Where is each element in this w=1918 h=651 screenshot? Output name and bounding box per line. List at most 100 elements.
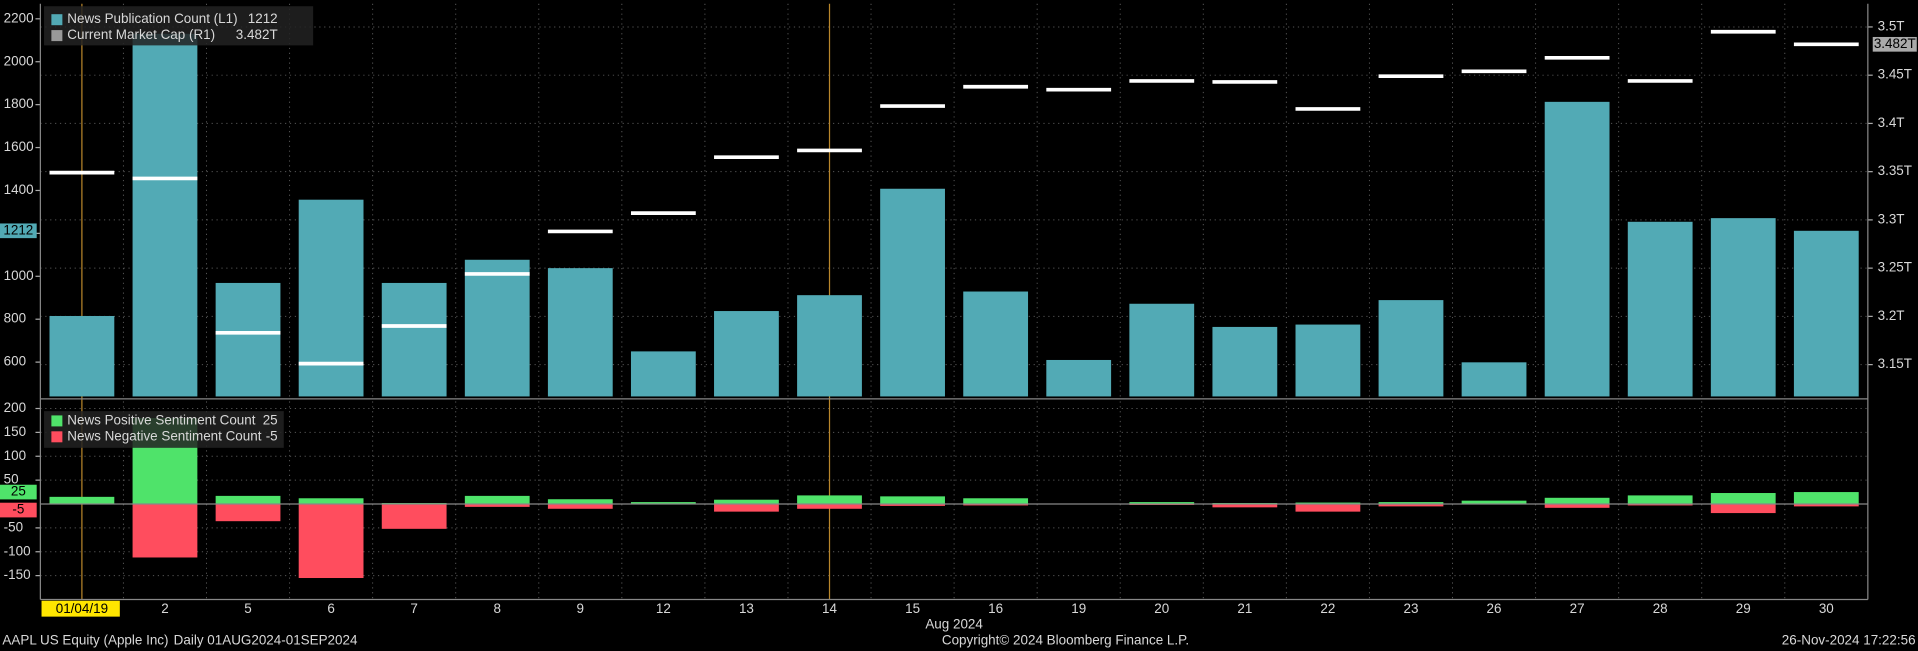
bar <box>797 295 862 397</box>
bar <box>215 282 281 397</box>
bar <box>1627 504 1693 506</box>
x-tick-label: 8 <box>493 601 500 616</box>
y-tick-label: -50 <box>4 519 23 534</box>
last-value-tag: -5 <box>12 502 24 517</box>
bar <box>963 498 1029 505</box>
bar <box>714 499 779 505</box>
y2-tick-label: 3.15T <box>1878 356 1912 371</box>
footer-range: Daily 01AUG2024-01SEP2024 <box>174 633 358 648</box>
bar <box>215 495 281 505</box>
bar <box>1710 218 1776 397</box>
legend-swatch <box>51 415 63 427</box>
y-tick-label: 1600 <box>4 139 34 154</box>
bar <box>381 504 447 529</box>
legend-value: -5 <box>266 428 278 443</box>
bar <box>1212 326 1278 397</box>
x-tick-label: 30 <box>1819 601 1834 616</box>
x-tick-label: 19 <box>1071 601 1086 616</box>
y-tick-label: 50 <box>4 472 19 487</box>
y2-tick-label: 3.3T <box>1878 211 1905 226</box>
y2-tick-label: 3.2T <box>1878 308 1905 323</box>
bar <box>381 282 447 397</box>
x-tick-label: 15 <box>905 601 920 616</box>
x-tick-label: 5 <box>244 601 251 616</box>
y-tick-label: 200 <box>4 400 26 415</box>
last-value-tag-box <box>0 223 37 239</box>
bar <box>464 495 530 505</box>
bar <box>1461 362 1527 397</box>
bar <box>714 504 779 512</box>
x-tick-label: 13 <box>739 601 754 616</box>
y2-tick-label: 3.4T <box>1878 115 1905 130</box>
y2-tick-label: 3.35T <box>1878 163 1912 178</box>
y-tick-label: -150 <box>4 567 31 582</box>
legend-swatch <box>51 431 63 443</box>
legend-swatch <box>51 30 63 42</box>
bar <box>1129 502 1195 505</box>
bar <box>797 495 862 505</box>
x-tick-label: 7 <box>410 601 417 616</box>
bar <box>963 291 1029 397</box>
bar <box>1544 101 1610 397</box>
bar <box>1378 502 1444 505</box>
x-tick-label: 27 <box>1570 601 1585 616</box>
cursor-date-box <box>41 600 120 617</box>
bar <box>1295 324 1361 397</box>
bar <box>630 502 696 505</box>
footer-copyright: Copyright© 2024 Bloomberg Finance L.P. <box>942 633 1189 648</box>
bar <box>880 504 945 506</box>
bar <box>880 188 945 397</box>
legend-value: 25 <box>263 412 278 427</box>
bar <box>1378 300 1444 397</box>
legend-label: News Publication Count (L1) <box>67 11 237 26</box>
bar <box>1710 504 1776 514</box>
bar <box>1627 495 1693 505</box>
bar <box>630 351 696 397</box>
bar <box>1295 504 1361 512</box>
x-tick-label: 16 <box>988 601 1003 616</box>
x-tick-label: 12 <box>656 601 671 616</box>
y2-tick-label: 3.5T <box>1878 18 1905 33</box>
bar <box>1461 500 1527 505</box>
bar <box>1710 493 1776 505</box>
bar <box>1793 492 1859 505</box>
y-tick-label: 1400 <box>4 182 34 197</box>
bar <box>49 315 115 397</box>
x-tick-label: 9 <box>577 601 584 616</box>
y-tick-label: -100 <box>4 543 31 558</box>
bar <box>963 504 1029 506</box>
bar <box>298 199 364 397</box>
bar <box>298 498 364 505</box>
x-tick-label: 6 <box>327 601 334 616</box>
y-tick-label: 600 <box>4 354 26 369</box>
bar <box>132 33 198 397</box>
footer-security: AAPL US Equity (Apple Inc) <box>2 633 168 648</box>
bar <box>1212 504 1278 508</box>
bar <box>1793 230 1859 397</box>
bar <box>49 496 115 505</box>
bar <box>1295 502 1361 505</box>
legend-label: News Positive Sentiment Count <box>67 412 255 427</box>
legend-label: News Negative Sentiment Count <box>67 428 261 443</box>
bar <box>1378 504 1444 507</box>
bar <box>298 504 364 579</box>
y-tick-label: 100 <box>4 448 26 463</box>
bar <box>1046 359 1112 397</box>
bar <box>1129 303 1195 397</box>
x-tick-label: 23 <box>1404 601 1419 616</box>
last-value-tag: 25 <box>11 484 26 499</box>
bar <box>132 504 198 558</box>
y-tick-label: 1800 <box>4 96 34 111</box>
x-tick-label: 28 <box>1653 601 1668 616</box>
bar <box>797 504 862 509</box>
y-tick-label: 1000 <box>4 268 34 283</box>
last-value-tag: 3.482T <box>1874 36 1916 51</box>
legend-bg <box>44 6 314 46</box>
y-tick-label: 2200 <box>4 10 34 25</box>
x-tick-label: 21 <box>1237 601 1252 616</box>
x-tick-label: 22 <box>1320 601 1335 616</box>
legend-bg <box>44 411 284 448</box>
x-tick-label: 20 <box>1154 601 1169 616</box>
last-value-tag-box <box>0 502 37 518</box>
